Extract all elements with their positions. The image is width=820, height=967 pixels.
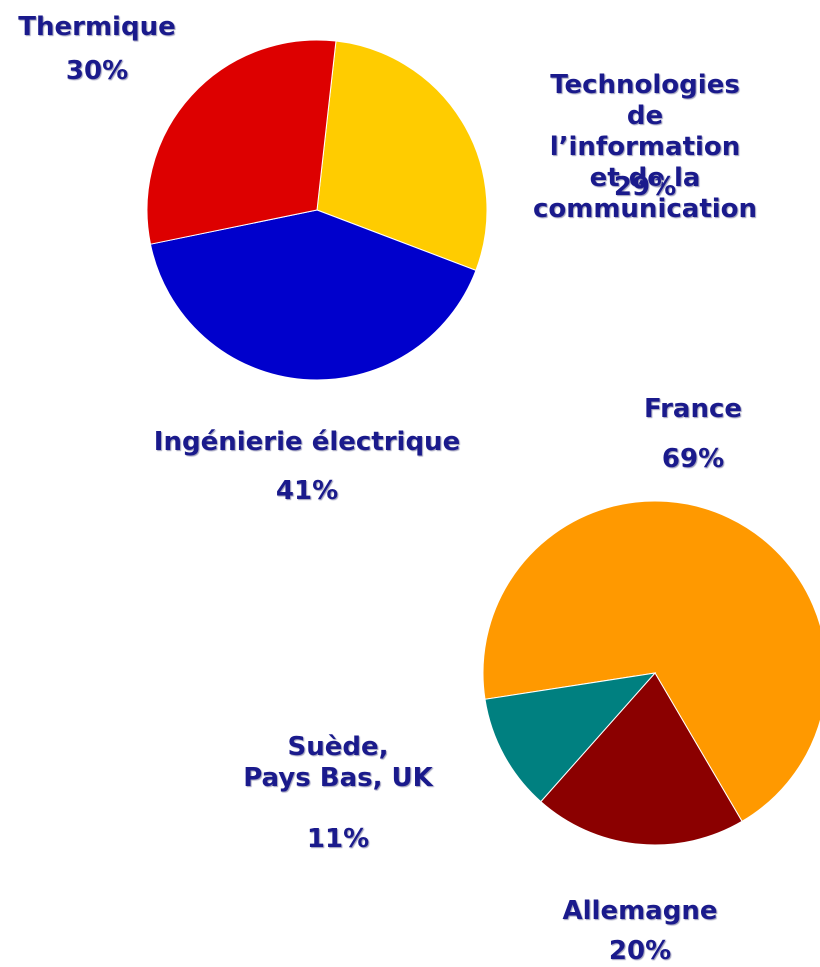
slice-value: 69% (661, 444, 725, 474)
slice-value: 11% (306, 824, 370, 854)
slice-label: Allemagne (562, 896, 718, 926)
slice-label: Suède, Pays Bas, UK (243, 732, 433, 793)
slice-value: 20% (608, 936, 672, 966)
slice-value: 29% (613, 172, 677, 202)
pie-slice (540, 672, 743, 846)
slice-value: 30% (65, 56, 129, 86)
pie-slice (146, 39, 337, 245)
pie-slice (482, 500, 820, 823)
pie-slice (484, 672, 657, 803)
pie-slice (316, 40, 488, 272)
slice-label: France (643, 394, 743, 424)
slice-value: 41% (275, 476, 339, 506)
slice-label: Thermique (18, 12, 176, 42)
pie-slice (149, 209, 477, 381)
slice-label: Ingénierie électrique (153, 427, 461, 457)
slice-label: Technologies de l’information et de la c… (532, 70, 758, 224)
